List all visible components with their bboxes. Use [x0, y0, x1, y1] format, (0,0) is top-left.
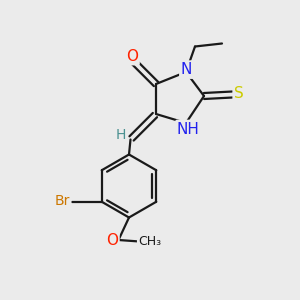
- Text: Br: Br: [54, 194, 70, 208]
- Text: CH₃: CH₃: [138, 235, 162, 248]
- Text: H: H: [116, 128, 126, 142]
- Text: S: S: [234, 86, 244, 101]
- Text: NH: NH: [177, 122, 200, 136]
- Text: O: O: [106, 233, 118, 248]
- Text: N: N: [181, 62, 192, 77]
- Text: O: O: [126, 49, 138, 64]
